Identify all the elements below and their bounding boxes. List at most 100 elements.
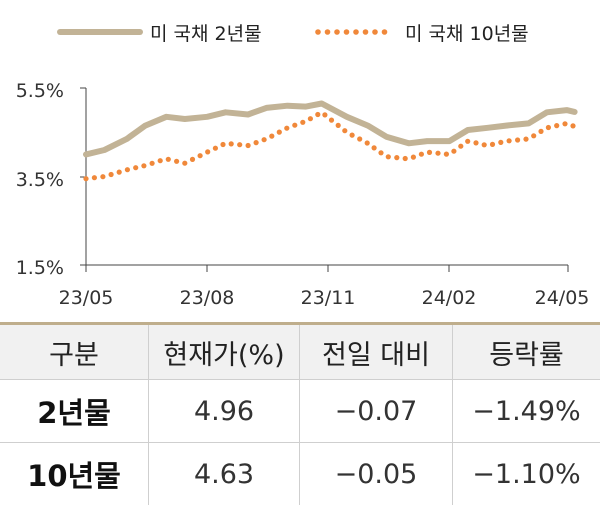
series-10y-point — [254, 140, 259, 145]
legend-dot — [382, 29, 388, 35]
series-10y-point — [444, 152, 449, 157]
series-10y-point — [531, 133, 536, 138]
series-10y-point — [523, 137, 528, 142]
x-tick-label-24-05: 24/05 — [535, 287, 590, 309]
legend: 미 국채 2년물 미 국채 10년물 — [60, 23, 529, 45]
series-10y-point — [262, 137, 267, 142]
legend-dot — [372, 29, 378, 35]
series-10y-point — [292, 123, 297, 128]
series-10y-point — [166, 157, 171, 162]
header-rate: 등락률 — [453, 324, 600, 380]
y-tick-label-1-5: 1.5% — [16, 257, 64, 279]
legend-dot — [334, 29, 340, 35]
series-10y-point — [308, 116, 313, 121]
series-10y-point — [427, 150, 432, 155]
legend-dot — [325, 29, 331, 35]
cell-rate: −1.10% — [453, 443, 600, 505]
cell-change: −0.07 — [300, 380, 453, 443]
legend-dot — [344, 29, 350, 35]
series-10y-point — [357, 136, 362, 141]
series-10y-point — [300, 120, 305, 125]
series-10y-point — [117, 170, 122, 175]
series-10y-point — [372, 145, 377, 150]
series-10y-point — [109, 172, 114, 177]
x-axis: 23/05 23/08 23/11 24/02 24/05 — [59, 265, 590, 309]
series-10y-point — [182, 161, 187, 166]
series-10y-point — [473, 140, 478, 145]
y-axis: 5.5% 3.5% 1.5% — [16, 80, 86, 279]
series-10y-point — [435, 151, 440, 156]
series-10y-point — [220, 142, 225, 147]
cell-change: −0.05 — [300, 443, 453, 505]
series-10y-point — [133, 165, 138, 170]
row-label: 10년물 — [0, 443, 149, 505]
series-10y-point — [342, 128, 347, 133]
series-10y-point — [92, 175, 97, 180]
series-10y-point — [411, 155, 416, 160]
legend-label-10y: 미 국채 10년물 — [405, 23, 529, 45]
series-10y-point — [394, 155, 399, 160]
series-10y-point — [269, 134, 274, 139]
x-tick-label-23-11: 23/11 — [301, 287, 356, 309]
header-current: 현재가(%) — [149, 324, 300, 380]
series-10y-point — [246, 143, 251, 148]
series-10y-point — [284, 126, 289, 131]
table-row: 2년물 4.96 −0.07 −1.49% — [0, 380, 600, 443]
series-10y-point — [322, 112, 327, 117]
series-10y-point — [498, 140, 503, 145]
series-10y-point — [386, 154, 391, 159]
series-10y-point — [277, 130, 282, 135]
series-10y-point — [315, 112, 320, 117]
y-tick-label-5-5: 5.5% — [16, 80, 64, 102]
series-10y-point — [83, 176, 88, 181]
legend-dot — [315, 29, 321, 35]
series-10y-point — [174, 159, 179, 164]
series-10y-point — [419, 152, 424, 157]
series-10y-point — [150, 161, 155, 166]
series-10y-point — [190, 157, 195, 162]
cell-current: 4.63 — [149, 443, 300, 505]
cell-rate: −1.49% — [453, 380, 600, 443]
table-header-row: 구분 현재가(%) 전일 대비 등락률 — [0, 324, 600, 380]
series-10y-point — [205, 149, 210, 154]
series-10y-point — [378, 150, 383, 155]
series-10y-point — [554, 123, 559, 128]
cell-current: 4.96 — [149, 380, 300, 443]
header-category: 구분 — [0, 324, 149, 380]
legend-label-2y: 미 국채 2년물 — [150, 23, 262, 45]
series-10y-point — [546, 125, 551, 130]
series-2y-line — [86, 104, 575, 155]
series-10y-point — [458, 144, 463, 149]
series-10y-point — [213, 146, 218, 151]
legend-dot — [353, 29, 359, 35]
series-10y-point — [336, 123, 341, 128]
series-10y-point — [465, 139, 470, 144]
y-tick-label-3-5: 3.5% — [16, 169, 64, 191]
x-tick-label-24-02: 24/02 — [422, 287, 477, 309]
yield-chart: 미 국채 2년물 미 국채 10년물 5.5% 3.5% 1.5% 23/05 … — [0, 0, 600, 322]
series-10y-point — [451, 149, 456, 154]
row-label: 2년물 — [0, 380, 149, 443]
series-layer — [83, 104, 575, 182]
legend-swatch-10y — [315, 29, 387, 35]
series-10y-point — [515, 137, 520, 142]
table-row: 10년물 4.63 −0.05 −1.10% — [0, 443, 600, 505]
series-10y-point — [329, 118, 334, 123]
series-10y-point — [365, 140, 370, 145]
x-tick-label-23-05: 23/05 — [59, 287, 114, 309]
series-10y-point — [141, 163, 146, 168]
series-10y-point — [482, 142, 487, 147]
series-10y-point — [570, 123, 575, 128]
series-10y-point — [237, 142, 242, 147]
series-10y-point — [562, 121, 567, 126]
header-change: 전일 대비 — [300, 324, 453, 380]
series-10y-point — [100, 174, 105, 179]
series-10y-point — [538, 129, 543, 134]
series-10y-point — [229, 141, 234, 146]
series-10y-point — [158, 158, 163, 163]
series-10y-point — [125, 167, 130, 172]
series-10y-point — [403, 156, 408, 161]
series-10y-point — [507, 138, 512, 143]
series-10y-point — [198, 153, 203, 158]
series-10y-point — [350, 133, 355, 138]
